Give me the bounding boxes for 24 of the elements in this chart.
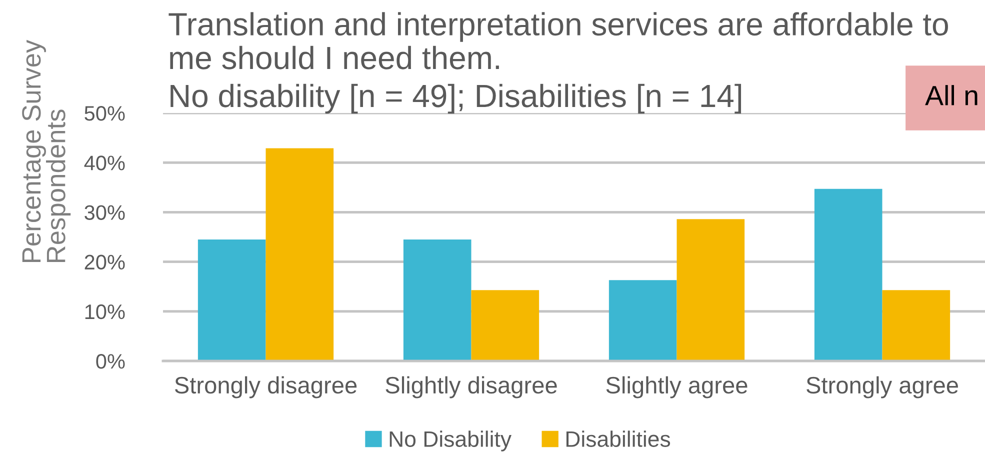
x-tick-label: Strongly disagree [174,376,357,398]
bar [471,290,540,361]
legend-label: Disabilities [566,430,670,447]
bar [403,239,472,361]
y-tick-label: 40% [84,156,125,170]
bar [198,239,266,361]
y-tick-label: 10% [85,304,125,320]
chart-subtitle: No disability [n = 49]; Disabilities [n = 14] [170,84,742,114]
y-tick-label: 0% [96,354,125,369]
x-tick-label: Slightly agree [606,376,748,398]
bar [814,188,882,361]
y-tick-label: 30% [84,205,125,220]
bar [608,280,677,361]
y-tick-label: 50% [84,106,125,121]
chart-title: Translation and interpretation services are affordable to me should I need them. [168,12,948,70]
bar [676,219,745,361]
x-tick-label: Strongly agree [806,376,958,398]
y-axis-title: Percentage Survey Respondents [22,40,71,262]
x-tick-label: Slightly disagree [386,376,557,398]
legend-label: No Disability [390,430,512,452]
y-tick-label: 20% [84,254,125,270]
text: All n [925,85,978,106]
bar [882,290,950,361]
bar [266,148,334,361]
